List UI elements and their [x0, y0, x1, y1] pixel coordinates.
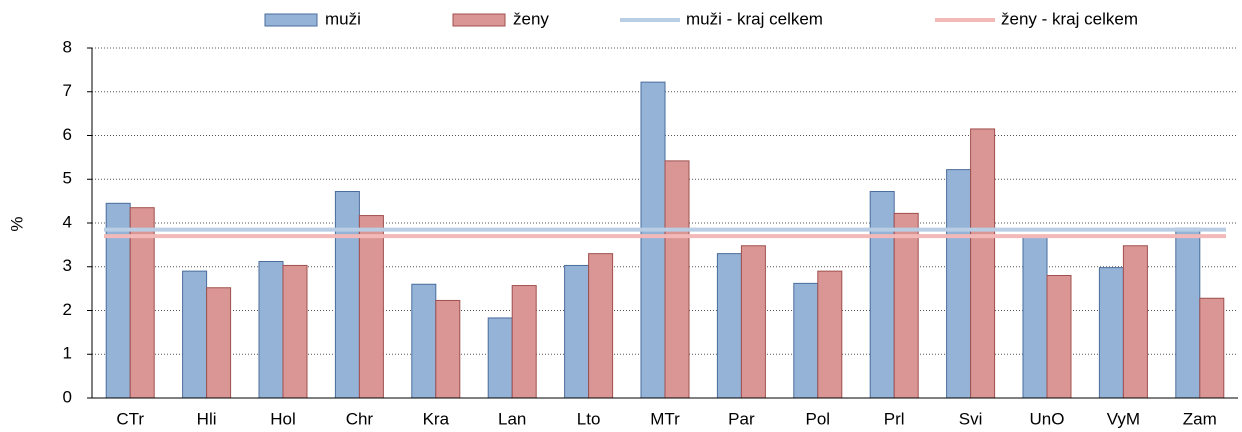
legend-label: muži: [325, 9, 361, 28]
y-tick-label: 8: [63, 37, 72, 56]
bar: [970, 128, 996, 399]
bar: [740, 245, 766, 399]
x-tick-label: Pol: [806, 409, 831, 428]
x-tick-label: Svi: [959, 409, 983, 428]
bar: [282, 264, 308, 399]
x-tick-label: Kra: [423, 409, 450, 428]
bar: [1199, 297, 1225, 399]
bar: [129, 207, 155, 399]
y-tick-label: 5: [63, 169, 72, 188]
x-tick-label: Hol: [270, 409, 296, 428]
bar: [640, 81, 666, 399]
x-tick-label: VyM: [1107, 409, 1140, 428]
y-tick-label: 3: [63, 256, 72, 275]
bar: [588, 253, 614, 399]
x-tick-label: Hli: [197, 409, 217, 428]
legend-swatch: [452, 13, 506, 27]
bar: [206, 287, 232, 399]
legend-label: ženy: [513, 9, 549, 28]
legend-label: ženy - kraj celkem: [1001, 9, 1138, 28]
bar: [946, 169, 972, 399]
x-tick-label: Lto: [577, 409, 601, 428]
bar: [1046, 275, 1072, 399]
legend-swatch: [264, 13, 318, 27]
bar: [435, 299, 461, 399]
x-tick-label: Zam: [1183, 409, 1217, 428]
bar: [564, 264, 590, 399]
bar: [817, 270, 843, 399]
y-tick-label: 2: [63, 300, 72, 319]
bar: [358, 215, 384, 399]
y-tick-label: 0: [63, 387, 72, 406]
x-tick-label: Chr: [346, 409, 374, 428]
x-tick-label: Lan: [498, 409, 526, 428]
bar: [893, 212, 919, 399]
bar: [411, 283, 437, 399]
x-tick-label: UnO: [1030, 409, 1065, 428]
bar: [664, 160, 690, 399]
y-tick-label: 6: [63, 125, 72, 144]
x-tick-label: Prl: [884, 409, 905, 428]
bar: [793, 282, 819, 399]
bar: [487, 317, 513, 399]
y-axis-label: %: [7, 216, 26, 231]
x-tick-label: Par: [728, 409, 755, 428]
bar: [334, 191, 360, 399]
bar: [1175, 227, 1201, 399]
bar: [869, 191, 895, 399]
y-tick-label: 4: [63, 212, 72, 231]
y-tick-label: 1: [63, 344, 72, 363]
bar: [105, 202, 131, 399]
y-tick-label: 7: [63, 81, 72, 100]
bar: [1122, 245, 1148, 399]
bar: [511, 285, 537, 399]
legend-label: muži - kraj celkem: [686, 9, 823, 28]
bar: [1098, 267, 1124, 399]
bar: [182, 270, 208, 399]
bar: [716, 253, 742, 399]
bar: [1022, 236, 1048, 399]
bar: [258, 261, 284, 399]
x-tick-label: CTr: [116, 409, 144, 428]
x-tick-label: MTr: [650, 409, 680, 428]
